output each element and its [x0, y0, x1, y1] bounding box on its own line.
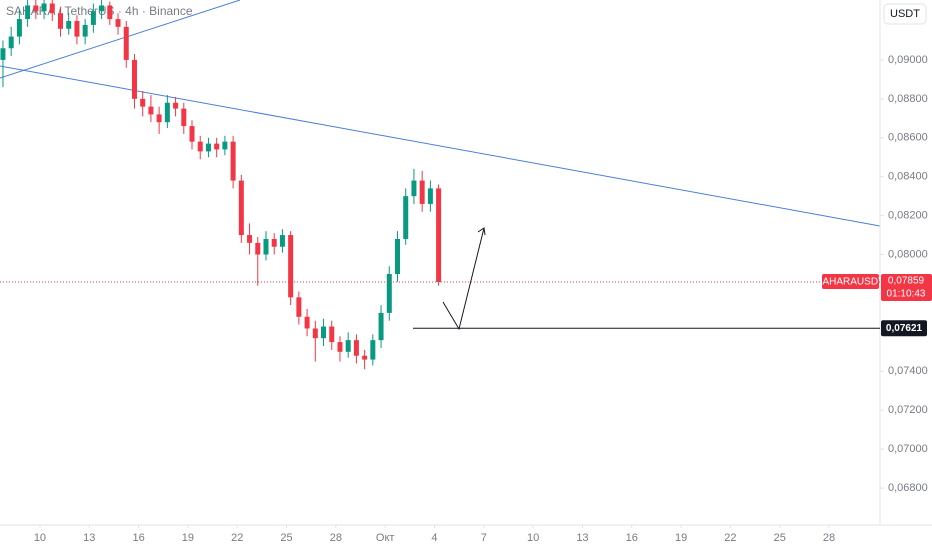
x-tick-label: 7	[481, 532, 487, 544]
x-tick-label: 10	[527, 532, 539, 544]
candle-body	[90, 11, 96, 25]
candle-body	[279, 235, 285, 247]
y-tick-label: 0,07000	[888, 443, 928, 455]
x-tick-label: 22	[231, 532, 243, 544]
candle-body	[403, 196, 409, 239]
candle-body	[427, 188, 433, 204]
candle-body	[263, 238, 269, 255]
x-tick-label: 4	[431, 532, 437, 544]
candle-body	[115, 19, 121, 27]
y-tick-label: 0,08800	[888, 93, 928, 105]
candle-body	[321, 326, 327, 339]
x-tick-label: 10	[34, 532, 46, 544]
candle-body	[271, 238, 277, 247]
candle-body	[329, 326, 335, 343]
candle-body	[0, 48, 6, 60]
candle-body	[370, 340, 376, 360]
y-tick-label: 0,08200	[888, 210, 928, 222]
x-tick-label: 13	[576, 532, 588, 544]
candle-body	[353, 340, 359, 356]
currency[interactable]: USDT	[890, 8, 920, 20]
last-price-badge	[881, 273, 932, 301]
countdown: 01:10:43	[887, 289, 926, 300]
level-label: 0,07621	[886, 323, 923, 334]
candle-body	[164, 102, 170, 123]
currency-button[interactable]	[883, 3, 927, 25]
candle-body	[205, 143, 211, 152]
candle-body	[8, 36, 14, 49]
candle-body	[197, 141, 203, 152]
y-tick-label: 0,06800	[888, 482, 928, 494]
candle-body	[345, 340, 351, 352]
candle-body	[419, 180, 425, 204]
y-tick-label: 0,07400	[888, 365, 928, 377]
candle-body	[123, 26, 129, 60]
level-badge	[881, 320, 927, 337]
candle-body	[57, 13, 63, 29]
candle-body	[74, 21, 80, 37]
arrow-head	[477, 227, 486, 236]
y-tick-label: 0,07200	[888, 404, 928, 416]
arrow	[442, 227, 485, 331]
candle-body	[411, 180, 417, 197]
candle-body	[107, 5, 113, 20]
x-tick-label: 22	[724, 532, 736, 544]
candle-body	[304, 316, 310, 329]
candle-body	[247, 235, 253, 243]
y-tick-label: 0,08000	[888, 248, 928, 260]
trend-line	[0, 65, 881, 227]
candle-body	[173, 102, 179, 109]
candle-body	[255, 242, 261, 255]
candle-body	[296, 297, 302, 317]
candle-body	[214, 143, 220, 150]
candle-body	[189, 126, 195, 142]
x-tick-label: 28	[823, 532, 835, 544]
candle-body	[337, 342, 343, 352]
candle-body	[148, 106, 154, 115]
symbol-label: SAHARAUSDT	[816, 277, 884, 288]
y-tick-label: 0,09000	[888, 54, 928, 66]
x-tick-label: 25	[280, 532, 292, 544]
trend-line	[0, 0, 241, 79]
x-tick-label: 28	[330, 532, 342, 544]
x-tick-label: 19	[182, 532, 194, 544]
candle-body	[25, 5, 31, 20]
candle-body	[230, 141, 236, 181]
x-tick-label: 19	[675, 532, 687, 544]
candle-body	[140, 98, 146, 107]
candle-body	[156, 114, 162, 123]
candle-body	[99, 5, 105, 12]
candle-body	[395, 238, 401, 274]
candle-body	[82, 24, 88, 37]
candle-body	[66, 21, 72, 29]
candle-body	[131, 59, 137, 99]
x-tick-label: Окт	[376, 532, 395, 544]
x-tick-label: 16	[132, 532, 144, 544]
candle-body	[33, 5, 39, 12]
candle-body	[288, 235, 294, 298]
candle-body	[238, 180, 244, 236]
candle-body	[378, 312, 384, 341]
candle-body	[386, 273, 392, 313]
candle-body	[16, 19, 22, 37]
candle-body	[312, 328, 318, 339]
x-tick-label: 13	[83, 532, 95, 544]
x-tick-label: 25	[774, 532, 786, 544]
candle-body	[436, 188, 442, 282]
candle-body	[362, 355, 368, 360]
y-tick-label: 0,08600	[888, 132, 928, 144]
x-tick-label: 16	[626, 532, 638, 544]
symbol-badge	[822, 273, 879, 289]
y-tick-label: 0,08400	[888, 171, 928, 183]
candle-body	[49, 3, 55, 14]
candle-body	[41, 3, 47, 12]
last-price-label: 0,07859	[888, 276, 925, 287]
candle-body	[222, 141, 228, 150]
candle-body	[181, 108, 187, 127]
